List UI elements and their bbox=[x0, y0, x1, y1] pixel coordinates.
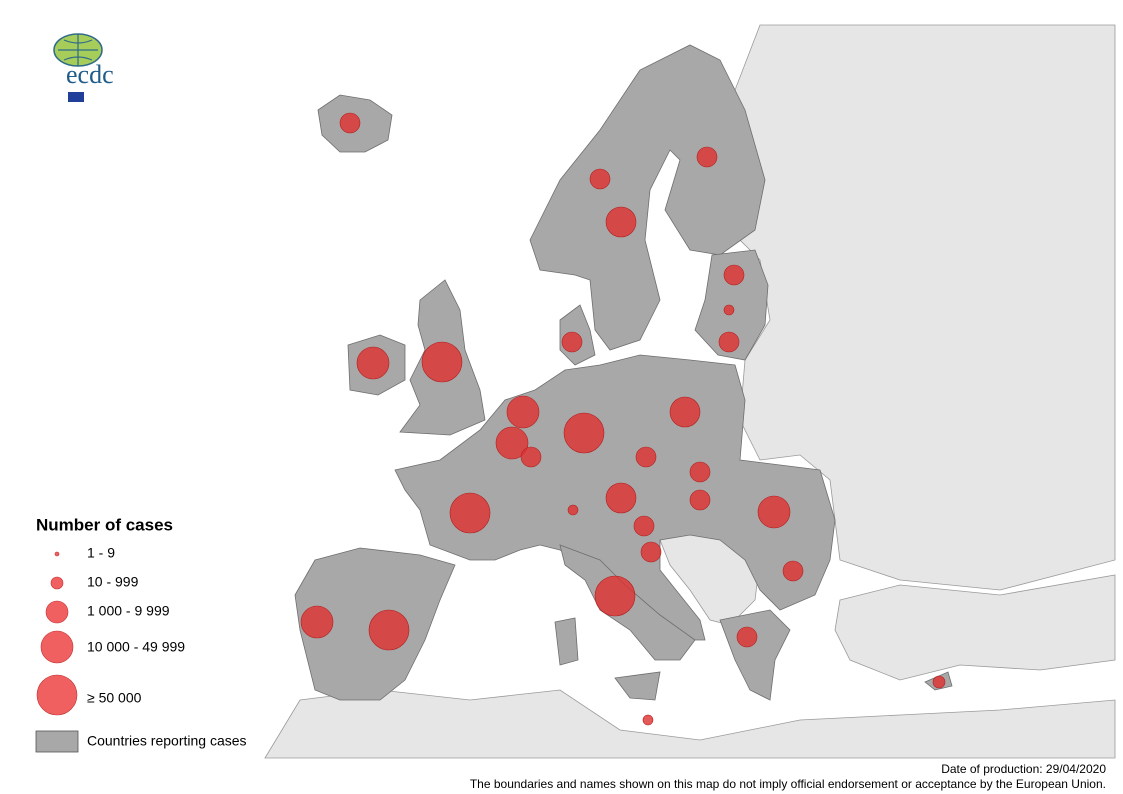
baltics bbox=[694, 249, 769, 361]
bubble bbox=[718, 331, 740, 353]
legend-symbol bbox=[36, 674, 78, 716]
bubble bbox=[723, 304, 735, 316]
bubble bbox=[605, 482, 637, 514]
bubble bbox=[696, 146, 718, 168]
greece bbox=[719, 609, 791, 701]
bubble bbox=[640, 541, 662, 563]
legend-label: 10 - 999 bbox=[87, 574, 139, 590]
eu-flag bbox=[68, 92, 84, 102]
turkey bbox=[834, 574, 1116, 681]
legend-label: ≥ 50 000 bbox=[87, 690, 142, 706]
bubble bbox=[561, 331, 583, 353]
disclaimer: The boundaries and names shown on this m… bbox=[470, 777, 1106, 791]
bubble bbox=[605, 206, 637, 238]
bubble bbox=[421, 341, 463, 383]
map bbox=[264, 24, 1116, 759]
bubble bbox=[594, 575, 636, 617]
production-date: Date of production: 29/04/2020 bbox=[941, 762, 1106, 776]
legend-label: 10 000 - 49 999 bbox=[87, 639, 185, 655]
bubble bbox=[633, 515, 655, 537]
bubble bbox=[689, 461, 711, 483]
bubble bbox=[563, 412, 605, 454]
legend-symbol bbox=[45, 600, 69, 624]
bubble bbox=[567, 504, 579, 516]
bubble bbox=[642, 714, 654, 726]
bubble bbox=[506, 395, 540, 429]
bubble bbox=[449, 492, 491, 534]
legend-symbol bbox=[54, 551, 60, 557]
bubble bbox=[757, 495, 791, 529]
bubble bbox=[736, 626, 758, 648]
logo-grid bbox=[58, 34, 98, 66]
bubble bbox=[932, 675, 946, 689]
legend-label: Countries reporting cases bbox=[87, 733, 247, 749]
bubble bbox=[495, 426, 529, 460]
legend-symbol bbox=[40, 630, 74, 664]
legend-swatch bbox=[35, 730, 79, 753]
scandinavia bbox=[529, 44, 766, 351]
sardinia bbox=[554, 617, 579, 666]
bubble bbox=[635, 446, 657, 468]
bubble bbox=[339, 112, 361, 134]
logo-text: ecdc bbox=[66, 60, 114, 89]
logo: ecdc bbox=[53, 33, 114, 102]
bubble bbox=[520, 446, 542, 468]
bubble bbox=[356, 346, 390, 380]
legend-title: Number of cases bbox=[36, 515, 173, 534]
case-bubbles bbox=[300, 112, 946, 726]
bubble bbox=[589, 168, 611, 190]
bubble bbox=[669, 396, 701, 428]
bubble bbox=[300, 605, 334, 639]
bubble bbox=[782, 560, 804, 582]
bubble bbox=[689, 489, 711, 511]
legend-symbol bbox=[50, 576, 64, 590]
bubble bbox=[368, 609, 410, 651]
legend: Number of cases 1 - 9 10 - 999 1 000 - 9… bbox=[35, 515, 247, 753]
legend-label: 1 000 - 9 999 bbox=[87, 603, 170, 619]
legend-label: 1 - 9 bbox=[87, 545, 115, 561]
bubble bbox=[723, 264, 745, 286]
sicily bbox=[614, 671, 661, 701]
